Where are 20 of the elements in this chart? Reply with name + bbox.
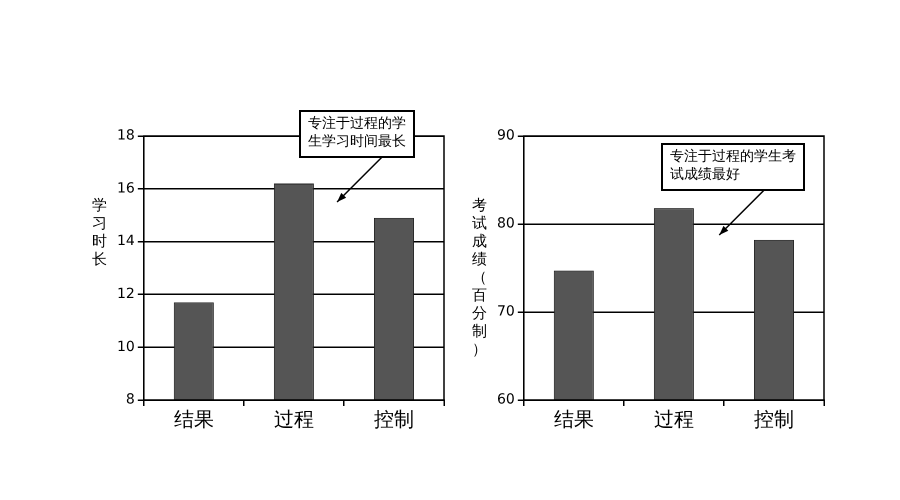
x-tick-label: 控制 bbox=[754, 407, 794, 432]
x-tick-label: 结果 bbox=[174, 407, 214, 432]
x-tick-label: 过程 bbox=[654, 407, 694, 432]
text: 考试成绩（百分制） bbox=[472, 196, 487, 358]
y-tick-label: 8 bbox=[126, 392, 135, 408]
y-tick-label: 16 bbox=[116, 180, 135, 196]
y-tick-label: 18 bbox=[116, 128, 135, 144]
y-tick-label: 60 bbox=[496, 392, 515, 408]
y-tick-label: 90 bbox=[496, 128, 515, 144]
annotation: 专注于过程的学生考试成绩最好 bbox=[670, 148, 796, 183]
x-tick-label: 控制 bbox=[374, 407, 414, 432]
x-tick-label: 结果 bbox=[554, 407, 594, 432]
y-tick-label: 12 bbox=[116, 286, 135, 302]
annotation: 专注于过程的学生学习时间最长 bbox=[308, 116, 406, 150]
y-tick-label: 10 bbox=[116, 338, 135, 355]
x-tick-label: 过程 bbox=[274, 407, 314, 432]
y-tick-label: 14 bbox=[116, 233, 135, 250]
y-axis-title: 学习时长 bbox=[92, 196, 108, 268]
y-tick-label: 70 bbox=[496, 304, 515, 320]
y-tick-label: 80 bbox=[496, 216, 515, 232]
